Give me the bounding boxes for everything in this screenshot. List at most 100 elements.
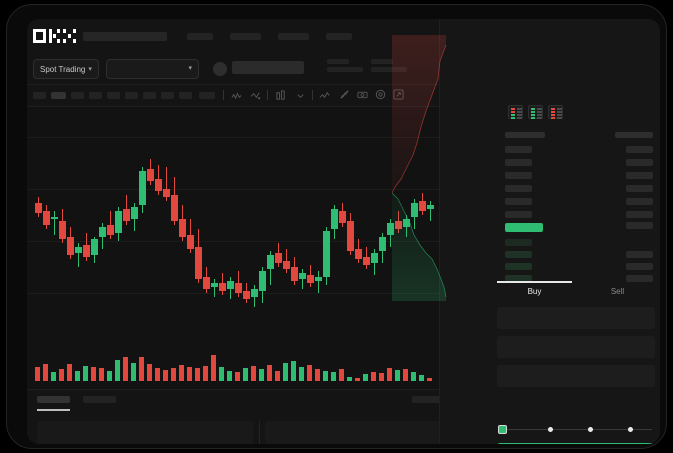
slider-mark-2[interactable] (588, 427, 593, 432)
interval-button-30m[interactable] (89, 92, 102, 99)
orderbook-bid-amount[interactable] (626, 251, 653, 258)
candle-body (163, 189, 170, 197)
orderbook-ask-row[interactable] (505, 198, 532, 205)
volume-bar (99, 368, 104, 381)
nav-item-more[interactable] (326, 33, 352, 40)
gridline-3 (27, 293, 439, 294)
total-field[interactable] (497, 365, 655, 387)
chart-type-icon[interactable] (319, 90, 330, 101)
volume-bar (123, 357, 128, 381)
alert-icon[interactable] (250, 90, 261, 101)
interval-button-4h[interactable] (125, 92, 138, 99)
interval-button-1m[interactable] (33, 92, 46, 99)
chevron-down-icon: ▾ (188, 65, 192, 72)
compare-icon[interactable] (275, 90, 286, 101)
interval-button-5m[interactable] (51, 92, 66, 99)
candle-body (227, 281, 234, 289)
candle-wick (214, 279, 215, 297)
price-chart[interactable] (27, 107, 439, 389)
orderbook-ask-amount[interactable] (626, 159, 653, 166)
interval-button-1d[interactable] (143, 92, 156, 99)
submit-buy-button[interactable] (497, 443, 655, 444)
candle-body (75, 247, 82, 253)
tab-sell[interactable]: Sell (610, 287, 625, 296)
nav-item-markets[interactable] (187, 33, 213, 40)
nav-item-earn[interactable] (278, 33, 309, 40)
orders-list-right[interactable] (265, 421, 487, 444)
chevron-down-icon[interactable] (295, 90, 306, 101)
candle-wick (54, 211, 55, 235)
orderbook-ask-amount[interactable] (626, 185, 653, 192)
candle-body (139, 171, 146, 205)
interval-button-1h[interactable] (107, 92, 120, 99)
candle-body (315, 277, 322, 281)
chevron-down-icon: ▾ (88, 66, 92, 73)
orderbook-bid-row[interactable] (505, 251, 532, 258)
volume-bar (315, 369, 320, 381)
nav-item-trade[interactable] (230, 33, 261, 40)
price-field[interactable] (497, 307, 655, 329)
orderbook-bid-row[interactable] (505, 239, 532, 246)
orderbook-ask-row[interactable] (505, 159, 532, 166)
orderbook-ask-row[interactable] (505, 211, 532, 218)
camera-icon[interactable] (357, 89, 368, 100)
candle-body (387, 223, 394, 235)
interval-button-more[interactable] (199, 92, 215, 99)
candle-body (211, 283, 218, 287)
amount-slider-knob[interactable] (498, 425, 507, 434)
volume-bar (363, 374, 368, 381)
orderbook-last-price-row[interactable] (505, 223, 543, 232)
book-asks-icon[interactable] (548, 105, 563, 119)
orderbook-ask-row[interactable] (505, 185, 532, 192)
okx-logo[interactable] (33, 29, 76, 43)
bottom-tab-open-orders[interactable] (37, 396, 70, 403)
bottom-tab-order-history[interactable] (83, 396, 116, 403)
trading-pair-selector[interactable]: ▾ (106, 59, 199, 79)
orderbook-bid-row[interactable] (505, 275, 532, 282)
orderbook-bid-amount[interactable] (626, 275, 653, 282)
market-type-label: Spot Trading (40, 65, 86, 74)
magnet-icon[interactable] (339, 89, 350, 100)
interval-button-1M[interactable] (179, 92, 192, 99)
volume-bar (251, 366, 256, 381)
orderbook-bid-amount[interactable] (626, 263, 653, 270)
volume-bar (91, 367, 96, 381)
slider-mark-3[interactable] (628, 427, 633, 432)
orderbook-bid-row[interactable] (505, 263, 532, 270)
candle-body (427, 205, 434, 209)
orderbook-ask-amount[interactable] (626, 198, 653, 205)
orderbook-last-amount[interactable] (626, 222, 653, 229)
candle-body (83, 245, 90, 257)
volume-bar (259, 369, 264, 381)
volume-bar (307, 365, 312, 381)
tab-buy[interactable]: Buy (527, 287, 542, 296)
amount-field[interactable] (497, 336, 655, 358)
interval-button-1w[interactable] (161, 92, 174, 99)
orderbook-ask-amount[interactable] (626, 146, 653, 153)
interval-button-15m[interactable] (71, 92, 84, 99)
market-type-selector[interactable]: Spot Trading ▾ (33, 59, 99, 79)
orderbook-ask-amount[interactable] (626, 211, 653, 218)
orderbook-ask-row[interactable] (505, 146, 532, 153)
bottom-action-1[interactable] (412, 396, 443, 403)
candle-wick (430, 201, 431, 221)
book-both-icon[interactable] (508, 105, 523, 119)
orders-list-left[interactable] (37, 421, 253, 444)
volume-bar (395, 370, 400, 381)
stat-4-label (327, 59, 349, 64)
book-header-amount[interactable] (615, 132, 653, 138)
slider-mark-1[interactable] (548, 427, 553, 432)
book-header-price[interactable] (505, 132, 545, 138)
amount-slider-track[interactable] (502, 429, 652, 430)
volume-bar (411, 372, 416, 381)
settings-icon[interactable] (375, 89, 386, 100)
book-bids-icon[interactable] (528, 105, 543, 119)
orderbook-ask-row[interactable] (505, 172, 532, 179)
indicators-icon[interactable] (231, 90, 242, 101)
orderbook-ask-amount[interactable] (626, 172, 653, 179)
candle-wick (78, 243, 79, 267)
candle-body (363, 257, 370, 265)
candle-wick (318, 271, 319, 293)
nav-search-field[interactable] (83, 32, 167, 41)
